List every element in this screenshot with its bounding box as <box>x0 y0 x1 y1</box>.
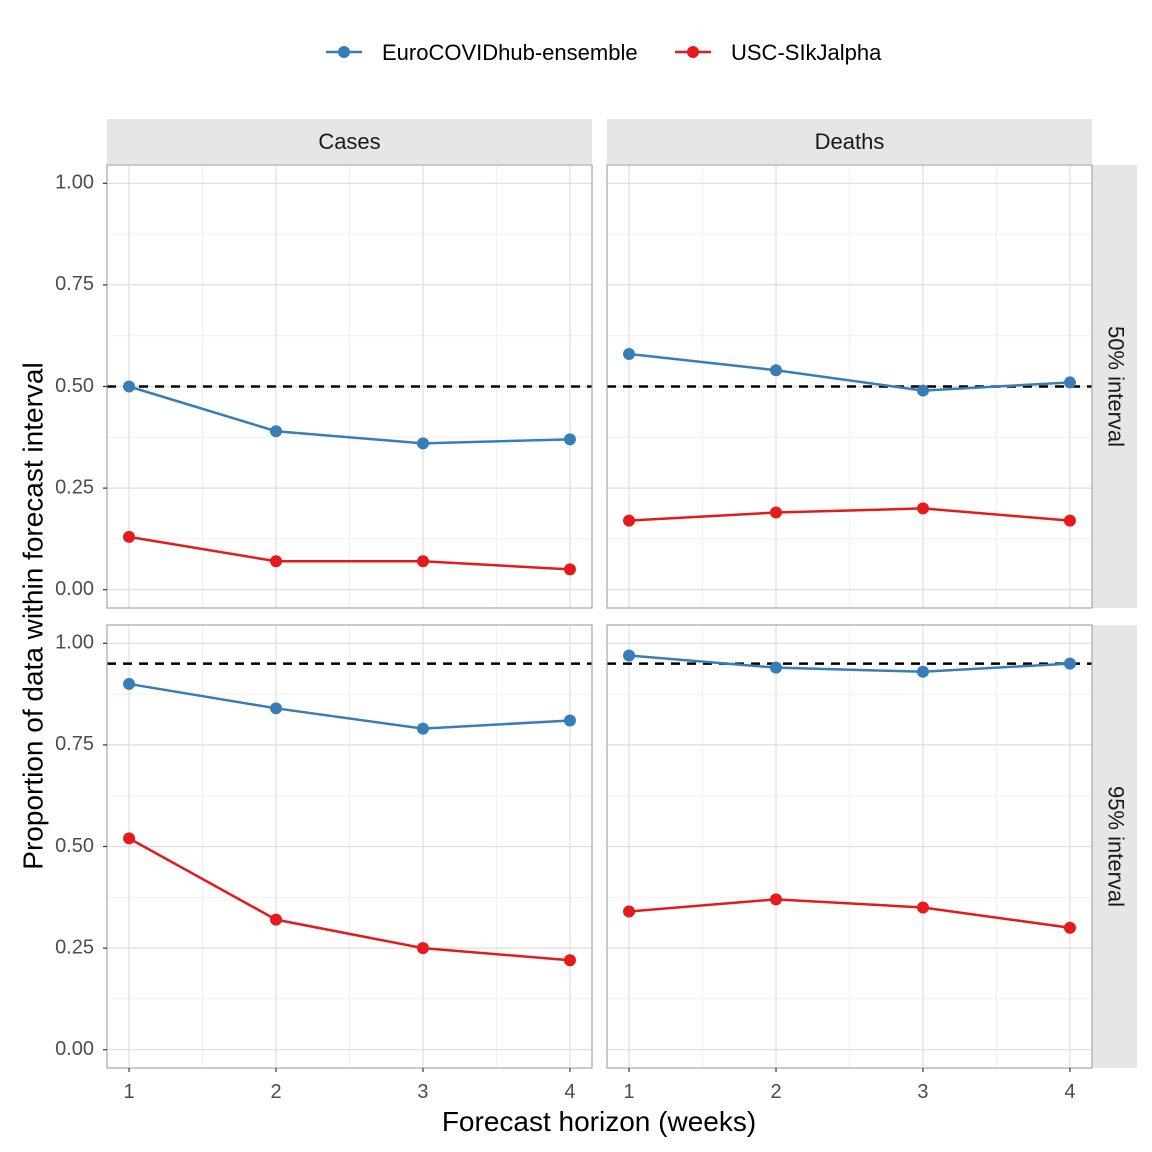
panel-cases-95 <box>106 624 593 1069</box>
panels <box>106 164 1093 1069</box>
data-point-ensemble <box>563 714 576 727</box>
y-tick-label: 0.50 <box>55 835 94 857</box>
data-point-ensemble <box>563 433 576 446</box>
strip-deaths-background <box>607 119 1092 164</box>
data-point-ensemble <box>1063 657 1076 670</box>
data-point-ensemble <box>416 437 429 450</box>
x-tick-label: 4 <box>1064 1081 1075 1103</box>
x-axis-title: Forecast horizon (weeks) <box>442 1106 756 1137</box>
series-line-usc <box>628 507 1071 522</box>
data-point-usc <box>623 514 636 527</box>
data-point-ensemble <box>770 661 783 674</box>
data-point-ensemble <box>123 677 136 690</box>
y-tick-label: 0.00 <box>55 1038 94 1060</box>
x-tick-label: 3 <box>917 1081 928 1103</box>
y-tick-label: 1.00 <box>55 172 94 194</box>
data-point-ensemble <box>123 380 136 393</box>
strip-label-95-interval: 95% interval <box>1104 786 1129 907</box>
data-point-usc <box>916 901 929 914</box>
y-tick-label: 0.00 <box>55 578 94 600</box>
series-line-usc <box>128 535 571 571</box>
data-point-usc <box>770 893 783 906</box>
strip-label-cases: Cases <box>318 129 380 154</box>
legend-key-point <box>338 46 350 58</box>
series-line-usc <box>128 837 571 962</box>
series-line-ensemble <box>628 654 1071 673</box>
data-point-usc <box>416 942 429 955</box>
column-strips: Cases Deaths <box>107 119 1092 164</box>
panel-deaths-50 <box>606 164 1093 609</box>
x-tick-label: 1 <box>623 1081 634 1103</box>
data-point-usc <box>623 905 636 918</box>
y-tick-label: 0.25 <box>55 476 94 498</box>
x-tick-label: 3 <box>417 1081 428 1103</box>
y-tick-label: 0.75 <box>55 273 94 295</box>
data-point-usc <box>123 832 136 845</box>
legend-label-ensemble: EuroCOVIDhub-ensemble <box>382 40 638 65</box>
y-axis-title: Proportion of data within forecast inter… <box>17 362 48 869</box>
strip-label-deaths: Deaths <box>815 129 885 154</box>
data-point-ensemble <box>623 347 636 360</box>
x-tick-label: 2 <box>770 1081 781 1103</box>
data-point-usc <box>916 502 929 515</box>
x-tick-label: 4 <box>564 1081 575 1103</box>
panel-deaths-95 <box>606 624 1093 1069</box>
panel-border <box>606 164 1093 609</box>
panel-border <box>606 624 1093 1069</box>
data-point-usc <box>1063 921 1076 934</box>
data-point-ensemble <box>623 649 636 662</box>
series-line-ensemble <box>128 385 570 445</box>
y-tick-label: 0.25 <box>55 936 94 958</box>
strip-95-background <box>1092 625 1137 1068</box>
data-point-ensemble <box>916 384 929 397</box>
data-point-usc <box>563 954 576 967</box>
y-tick-label: 1.00 <box>55 632 94 654</box>
data-point-usc <box>563 563 576 576</box>
panel-cases-50 <box>106 164 593 609</box>
data-point-usc <box>770 506 783 519</box>
data-point-ensemble <box>416 722 429 735</box>
strip-label-50-interval: 50% interval <box>1104 326 1129 447</box>
x-tick-label: 1 <box>123 1081 134 1103</box>
row-strips: 50% interval 95% interval <box>1092 165 1137 1068</box>
data-point-usc <box>270 913 283 926</box>
series-line-ensemble <box>128 682 571 730</box>
legend-key-point <box>687 46 699 58</box>
data-point-usc <box>1063 514 1076 527</box>
data-point-usc <box>270 555 283 568</box>
legend-label-usc: USC-SIkJalpha <box>731 40 882 65</box>
y-tick-label: 0.75 <box>55 733 94 755</box>
x-tick-label: 2 <box>270 1081 281 1103</box>
data-point-ensemble <box>770 364 783 377</box>
data-point-ensemble <box>270 425 283 438</box>
legend: EuroCOVIDhub-ensemble USC-SIkJalpha <box>326 40 882 65</box>
data-point-usc <box>416 555 429 568</box>
data-point-ensemble <box>916 665 929 678</box>
strip-50-background <box>1092 165 1137 608</box>
data-point-usc <box>123 530 136 543</box>
data-point-ensemble <box>270 702 283 715</box>
strip-cases-background <box>107 119 592 164</box>
data-point-ensemble <box>1063 376 1076 389</box>
axis-labels: 0.00 0.25 0.50 0.75 1.00 0.00 0.25 0.50 0.75 1.00… <box>55 172 1075 1103</box>
series-line-ensemble <box>628 352 1071 392</box>
y-tick-label: 0.50 <box>55 375 94 397</box>
series-line-usc <box>628 898 1071 930</box>
